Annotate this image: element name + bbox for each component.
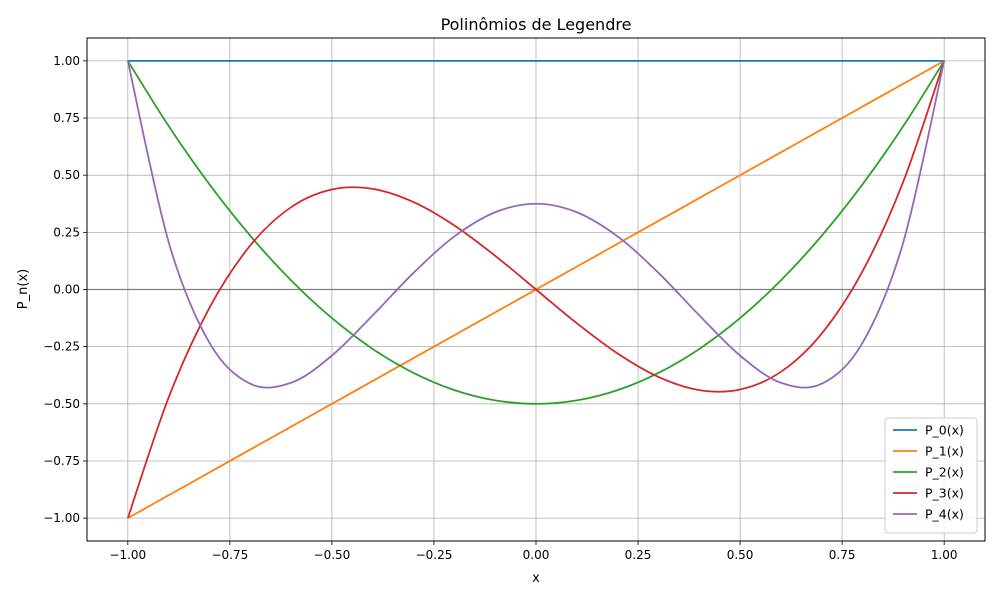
y-tick-label: −0.25 bbox=[43, 340, 80, 354]
x-tick-label: −0.75 bbox=[211, 548, 248, 562]
x-tick-label: 0.00 bbox=[523, 548, 550, 562]
y-tick-label: −0.75 bbox=[43, 454, 80, 468]
y-tick-label: 0.75 bbox=[53, 111, 80, 125]
chart-title: Polinômios de Legendre bbox=[441, 15, 632, 34]
y-tick-label: 0.25 bbox=[53, 225, 80, 239]
y-tick-label: −0.50 bbox=[43, 397, 80, 411]
legend-label: P_2(x) bbox=[925, 465, 964, 480]
x-tick-label: 0.25 bbox=[625, 548, 652, 562]
x-tick-label: −0.50 bbox=[314, 548, 351, 562]
x-ticks: −1.00 −0.75 −0.50 −0.25 0.00 0.25 0.50 0.75 1.00 bbox=[109, 541, 958, 562]
y-tick-label: 0.00 bbox=[53, 283, 80, 297]
legend-label: P_1(x) bbox=[925, 444, 964, 459]
x-tick-label: −0.25 bbox=[416, 548, 453, 562]
series-line-p4 bbox=[126, 60, 946, 389]
x-tick-label: −1.00 bbox=[109, 548, 146, 562]
x-tick-label: 1.00 bbox=[931, 548, 958, 562]
y-tick-label: 1.00 bbox=[53, 54, 80, 68]
x-tick-label: 0.75 bbox=[829, 548, 856, 562]
x-tick-label: 0.50 bbox=[727, 548, 754, 562]
y-tick-label: −1.00 bbox=[43, 511, 80, 525]
y-ticks: −1.00 −0.75 −0.50 −0.25 0.00 0.25 0.50 0.75 1.00 bbox=[43, 54, 87, 525]
legend-label: P_4(x) bbox=[925, 507, 964, 522]
legend-frame bbox=[884, 417, 978, 534]
x-axis-label: x bbox=[532, 571, 540, 586]
legend-label: P_3(x) bbox=[925, 486, 964, 501]
y-tick-label: 0.50 bbox=[53, 168, 80, 182]
series-line-p3 bbox=[126, 60, 946, 519]
series-lines bbox=[126, 59, 946, 519]
legend-label: P_0(x) bbox=[925, 423, 964, 438]
y-axis-label: P_n(x) bbox=[16, 269, 31, 309]
series-line-p2 bbox=[127, 60, 945, 405]
legend: P_0(x) P_1(x) P_2(x) P_3(x) P_4(x) bbox=[884, 417, 978, 534]
